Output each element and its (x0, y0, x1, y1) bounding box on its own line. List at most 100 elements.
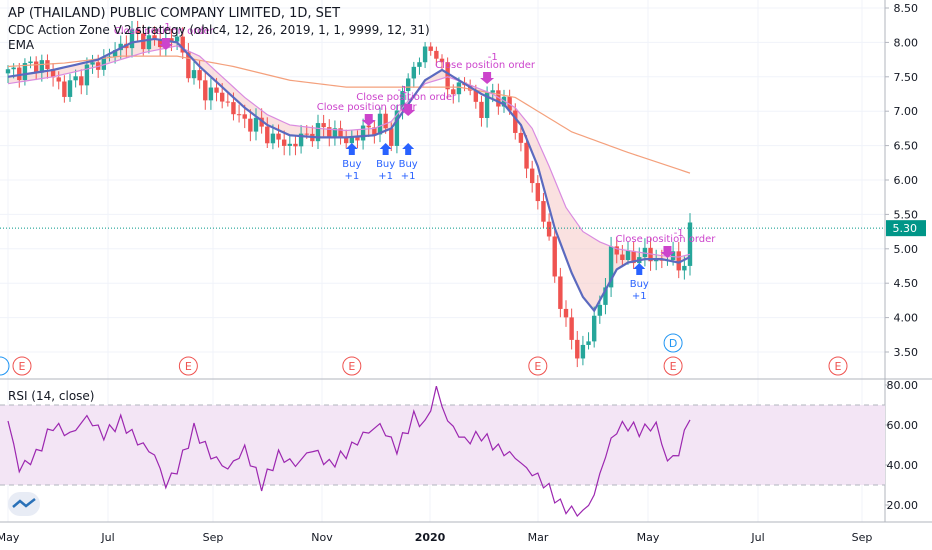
candle-body (394, 110, 400, 146)
rsi-tick-label: 40.00 (887, 459, 919, 472)
candle-body (219, 92, 225, 102)
candle-body (676, 251, 681, 271)
candle-body (332, 128, 338, 137)
candle-body (22, 63, 28, 81)
sell-arrow-icon (480, 72, 495, 84)
candle-body (265, 126, 270, 144)
candle-body (248, 118, 253, 132)
candle-body (490, 90, 495, 93)
candle-body (17, 67, 22, 81)
earnings-marker (12, 356, 32, 376)
rsi-pane (0, 386, 885, 518)
rsi-legend[interactable]: RSI (14, close) (8, 389, 95, 403)
candle-body (653, 259, 659, 262)
time-tick-label: Mar (528, 531, 549, 544)
buy-arrow-icon (345, 143, 358, 155)
event-marker-label: E (670, 360, 677, 373)
candle-body (11, 67, 16, 70)
candle-body (389, 128, 394, 146)
price-tick-label: 8.50 (894, 2, 919, 15)
candle-body (569, 317, 574, 340)
candle-body (687, 222, 693, 266)
candles (5, 20, 693, 368)
ema-legend[interactable]: EMA (8, 38, 35, 52)
rsi-line (7, 386, 691, 518)
candle-body (631, 250, 636, 264)
candle-body (360, 125, 366, 141)
candle-body (608, 246, 614, 288)
candle-body (546, 221, 552, 237)
event-marker-label: D (669, 337, 677, 350)
candle-body (146, 35, 152, 50)
candle-body (169, 38, 174, 42)
candle-body (253, 117, 259, 132)
earnings-marker (828, 356, 848, 376)
candle-body (321, 123, 326, 128)
candle-body (501, 96, 507, 107)
candle-body (101, 56, 107, 70)
candle-body (174, 36, 180, 42)
candle-body (529, 168, 535, 184)
event-marker-label: E (348, 360, 355, 373)
rsi-tick-label: 80.00 (887, 379, 919, 392)
ema-slow-line (7, 55, 691, 174)
time-tick-label: Jul (100, 531, 114, 544)
split-marker (0, 356, 10, 376)
candle-body (597, 304, 603, 316)
time-tick-label: 2020 (415, 531, 446, 544)
close-order-label: Close position order (114, 26, 215, 37)
candle-body (135, 29, 140, 34)
time-tick-label: Nov (311, 531, 333, 544)
candle-body (50, 69, 56, 78)
candle-body (372, 127, 377, 135)
chart-title: AP (THAILAND) PUBLIC COMPANY LIMITED, 1D… (8, 6, 341, 21)
buy-arrow-icon (633, 263, 646, 275)
price-tick-label: 6.00 (894, 174, 919, 187)
strategy-legend[interactable]: CDC Action Zone V.2 strategy (ohlc4, 12,… (8, 23, 430, 37)
candle-body (625, 250, 631, 260)
sell-qty-label: -1 (674, 228, 684, 239)
candle-body (90, 62, 95, 65)
candle-body (191, 70, 197, 79)
candle-body (642, 247, 648, 258)
candle-body (366, 125, 371, 128)
ema-cloud (8, 38, 690, 311)
price-tick-label: 5.00 (894, 243, 919, 256)
price-tick-label: 4.50 (894, 277, 919, 290)
close-order-label: Close position order (616, 234, 717, 245)
time-tick-label: Sep (203, 531, 224, 544)
candle-body (428, 46, 433, 51)
candle-body (231, 102, 236, 115)
buy-label: Buy (342, 159, 361, 170)
candle-body (236, 114, 242, 116)
candle-body (558, 276, 563, 309)
price-tick-label: 3.50 (894, 346, 919, 359)
strategy-signals: Close position order Close position order… (114, 22, 716, 302)
candle-body (451, 89, 456, 95)
ema-lines (0, 37, 885, 313)
candle-body (293, 143, 298, 147)
sell-qty-label: -1 (488, 52, 498, 63)
candle-body (355, 137, 360, 141)
time-axis[interactable]: May Jul Sep Nov 2020 Mar May Jul Sep (0, 531, 872, 544)
sell-arrow-icon (401, 104, 416, 116)
rsi-tick-label: 60.00 (887, 419, 919, 432)
event-marker-label: E (19, 360, 26, 373)
candle-body (186, 52, 191, 79)
candle-body (242, 114, 247, 119)
candle-body (152, 35, 157, 40)
candle-body (541, 201, 546, 222)
ema-cloud-area (8, 38, 690, 311)
event-markers[interactable]: E E E E E ED (0, 333, 848, 376)
candle-body (79, 76, 84, 86)
sell-qty-label: -1 (398, 85, 408, 96)
price-axis[interactable]: 8.50 8.00 7.50 7.00 6.50 6.00 5.50 5.00 4.50 4.00… (885, 2, 926, 512)
candle-body (349, 137, 355, 144)
candle-body (197, 70, 202, 81)
earnings-marker (342, 356, 362, 376)
candle-body (84, 64, 90, 86)
earnings-marker (528, 356, 548, 376)
candle-body (473, 90, 479, 102)
buy-qty-label: +1 (344, 171, 359, 182)
